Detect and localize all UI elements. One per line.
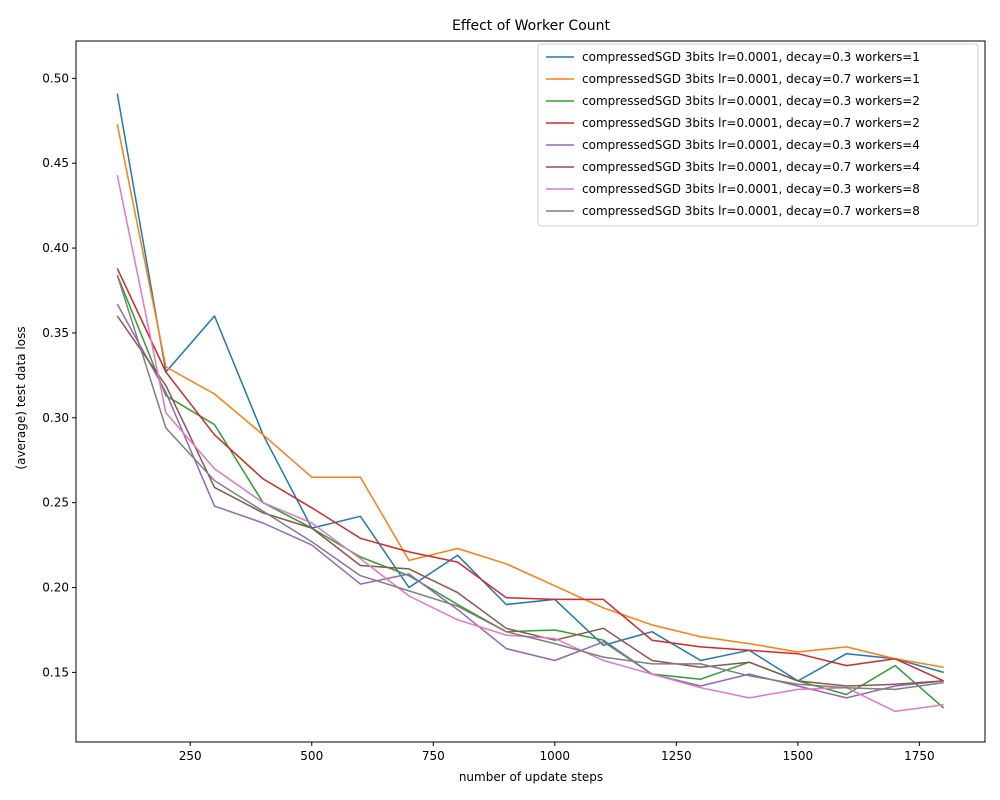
- y-axis: 0.15 0.20 0.25 0.30 0.35 0.40 0.45 0.50: [42, 71, 76, 679]
- x-tick-label: 1250: [661, 749, 692, 763]
- chart-title: Effect of Worker Count: [452, 18, 611, 34]
- legend-label-7: compressedSGD 3bits lr=0.0001, decay=0.3…: [582, 182, 920, 196]
- legend: compressedSGD 3bits lr=0.0001, decay=0.3…: [537, 43, 979, 227]
- legend-label-1: compressedSGD 3bits lr=0.0001, decay=0.3…: [582, 50, 920, 64]
- series-line-8: [116, 274, 944, 691]
- legend-label-3: compressedSGD 3bits lr=0.0001, decay=0.3…: [582, 94, 920, 108]
- legend-box: [537, 43, 979, 227]
- x-axis-label: number of update steps: [459, 770, 603, 784]
- x-tick-label: 1750: [904, 749, 935, 763]
- legend-label-4: compressedSGD 3bits lr=0.0001, decay=0.7…: [582, 116, 920, 130]
- x-tick-label: 500: [300, 749, 323, 763]
- y-tick-label: 0.40: [42, 241, 69, 255]
- plot-frame: [75, 40, 986, 743]
- series-line-5: [116, 303, 944, 699]
- x-tick-label: 250: [179, 749, 202, 763]
- series-line-4: [116, 268, 945, 682]
- legend-label-5: compressedSGD 3bits lr=0.0001, decay=0.3…: [582, 138, 920, 152]
- y-tick-label: 0.30: [42, 411, 69, 425]
- y-tick-label: 0.45: [42, 156, 69, 170]
- legend-label-6: compressedSGD 3bits lr=0.0001, decay=0.7…: [582, 160, 920, 174]
- x-tick-label: 1500: [783, 749, 814, 763]
- legend-label-8: compressedSGD 3bits lr=0.0001, decay=0.7…: [582, 204, 920, 218]
- y-tick-label: 0.35: [42, 326, 69, 340]
- series-line-1: [116, 93, 944, 682]
- y-axis-label: (average) test data loss: [14, 326, 28, 469]
- y-tick-label: 0.25: [42, 496, 69, 510]
- series-line-3: [116, 274, 945, 709]
- series-line-2: [116, 124, 944, 669]
- series-line-7: [116, 174, 944, 713]
- y-tick-label: 0.20: [42, 581, 69, 595]
- plot-lines: [116, 93, 945, 713]
- x-tick-label: 1000: [540, 749, 571, 763]
- y-tick-label: 0.50: [42, 71, 69, 85]
- x-axis: 250 500 750 1000 1250 1500 1750: [179, 742, 935, 763]
- x-tick-label: 750: [422, 749, 445, 763]
- series-line-6: [116, 315, 944, 687]
- y-tick-label: 0.15: [42, 665, 69, 679]
- legend-label-2: compressedSGD 3bits lr=0.0001, decay=0.7…: [582, 72, 920, 86]
